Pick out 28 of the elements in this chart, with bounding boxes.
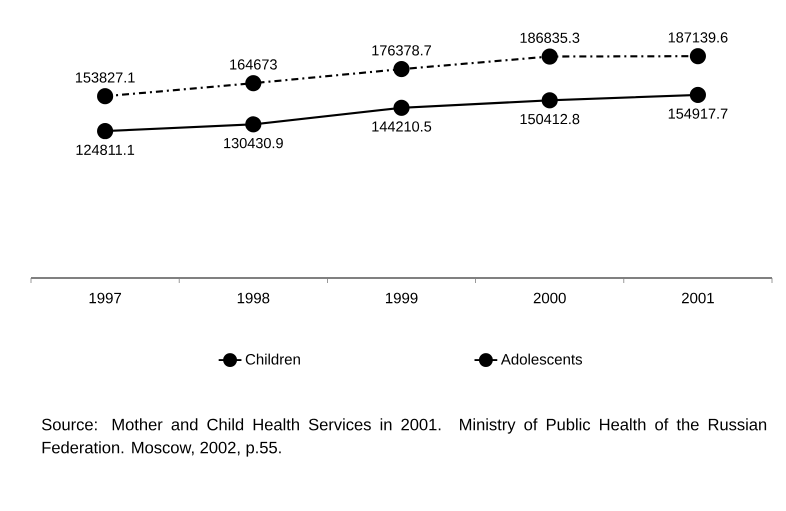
point: [542, 48, 558, 65]
legend-label: Adolescents: [500, 354, 582, 365]
x-tick-label: 2000: [534, 292, 566, 304]
data-label: 164673: [230, 59, 277, 70]
point: [393, 100, 410, 116]
data-label: 187139.6: [668, 32, 728, 43]
point: [690, 86, 706, 103]
data-label: 154917.7: [668, 108, 728, 119]
data-label: 186835.3: [520, 32, 580, 43]
point: [542, 92, 558, 108]
data-label: 150412.8: [520, 114, 580, 124]
source-note: Source: Mother and Child Health Services in 2001. Ministry of Public Health of the Russian Federation. Moscow, 2002, p.55.: [42, 418, 766, 457]
point: [690, 48, 706, 64]
x-tick-label: 1998: [238, 292, 270, 304]
x-tick-label: 2001: [682, 292, 714, 304]
legend-label: Children: [246, 354, 300, 365]
data-label: 124811.1: [76, 144, 134, 155]
data-label: 130430.9: [224, 138, 283, 148]
data-label: 144210.5: [372, 121, 432, 132]
data-label: 153827.1: [76, 72, 135, 83]
x-tick-label: 1997: [90, 292, 122, 304]
point: [97, 88, 114, 104]
point: [393, 61, 410, 78]
data-label: 176378.7: [372, 45, 432, 56]
point: [245, 75, 262, 92]
point: [245, 116, 262, 132]
x-tick-label: 1999: [386, 292, 418, 304]
point: [97, 123, 114, 140]
